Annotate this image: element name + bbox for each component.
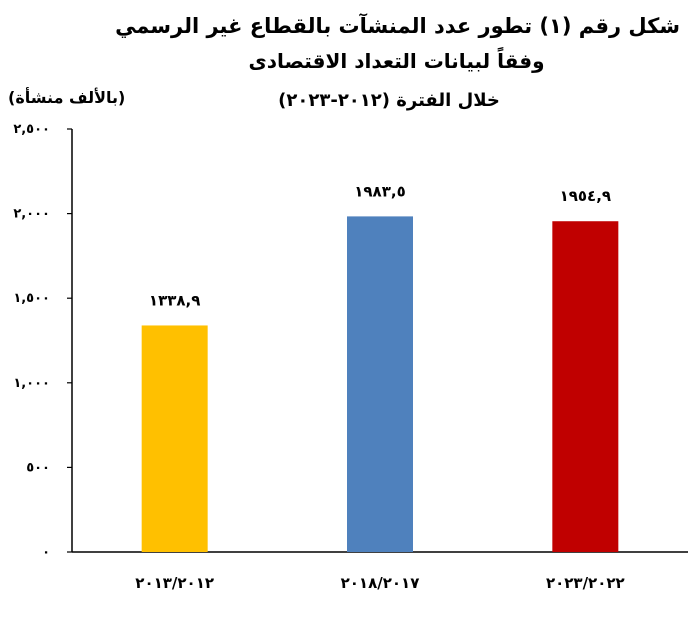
bar	[347, 216, 413, 553]
y-axis-unit-label: (بالألف منشأة)	[8, 88, 126, 107]
y-tick-label: ٢,٥٠٠	[13, 122, 50, 137]
chart-title-line-2: وفقاً لبيانات التعداد الاقتصادى	[248, 49, 545, 73]
y-tick-label: ١,٥٠٠	[13, 291, 50, 306]
x-tick-label: ٢٠١٣/٢٠١٢	[135, 574, 214, 592]
y-tick-label: ٥٠٠	[26, 460, 50, 475]
category-labels: ٢٠١٣/٢٠١٢ ٢٠١٨/٢٠١٧ ٢٠٢٣/٢٠٢٢	[135, 574, 624, 592]
bars	[141, 216, 619, 553]
bar	[141, 325, 208, 552]
data-labels: ١٣٣٨,٩ ١٩٨٣,٥ ١٩٥٤,٩	[149, 182, 611, 309]
data-label: ١٩٨٣,٥	[354, 182, 405, 200]
y-tick-label: ٠	[42, 545, 50, 560]
x-tick-label: ٢٠٢٣/٢٠٢٢	[546, 574, 625, 592]
y-tick-label: ٢,٠٠٠	[13, 207, 50, 222]
data-label: ١٩٥٤,٩	[560, 187, 611, 205]
x-tick-label: ٢٠١٨/٢٠١٧	[341, 574, 420, 592]
y-axis-ticks: ٠ ٥٠٠ ١,٠٠٠ ١,٥٠٠ ٢,٠٠٠ ٢,٥٠٠	[13, 122, 72, 560]
data-label: ١٣٣٨,٩	[149, 291, 200, 309]
y-tick-label: ١,٠٠٠	[13, 376, 50, 391]
bar	[552, 221, 619, 552]
chart-title-line-1: شكل رقم (١) تطور عدد المنشآت بالقطاع غير…	[115, 14, 680, 38]
chart-title-line-3: خلال الفترة (٢٠١٢-٢٠٢٣)	[278, 90, 500, 111]
